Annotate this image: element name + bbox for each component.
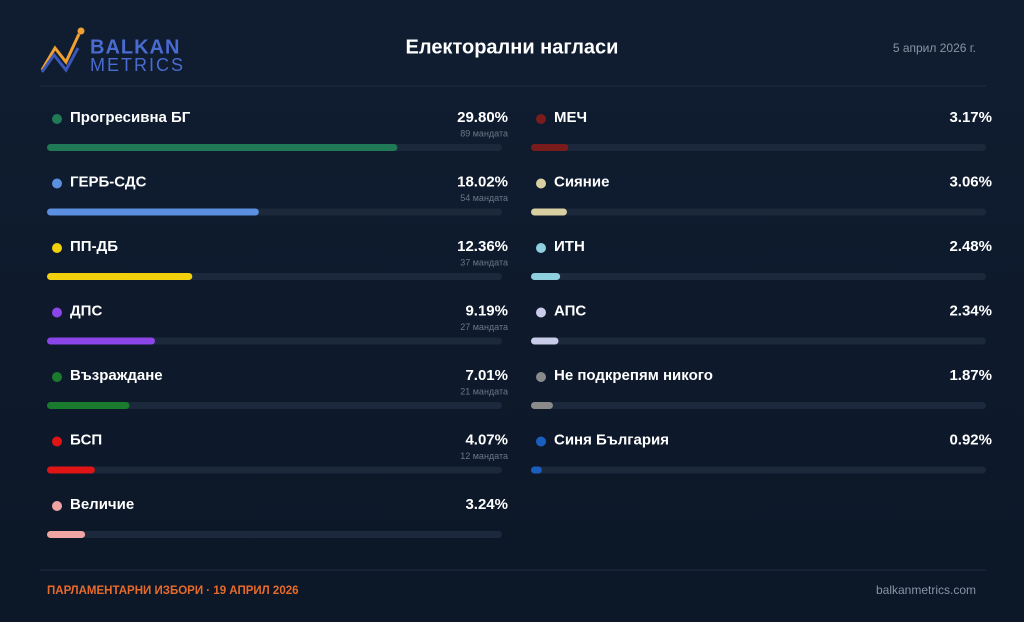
legend-dot [52,307,62,318]
chart-title: Електорални нагласи [406,36,619,58]
bar-track [47,531,502,538]
bar [531,208,567,216]
bar-track [531,337,986,345]
category-label: ГЕРБ-СДС [70,173,147,190]
value-label: 2.48% [949,238,992,255]
legend-dot [536,307,546,318]
bar-track [531,208,986,216]
bar [47,531,86,538]
bar [531,144,569,151]
bar-track [531,402,986,409]
bar [47,208,259,216]
bar-track [47,466,502,474]
footer-left: ПАРЛАМЕНТАРНИ ИЗБОРИ · 19 АПРИЛ 2026 [47,585,299,597]
bar [47,466,95,474]
value-label: 1.87% [949,367,992,384]
bar-track [531,273,986,280]
category-label: ПП-ДБ [70,238,118,255]
brand-top: BALKAN [90,36,180,58]
value-label: 3.17% [949,109,992,126]
bar-track [47,402,502,409]
seat-label: 89 мандата [460,128,508,138]
value-label: 3.06% [949,173,992,190]
legend-dot [536,114,546,124]
category-label: Прогресивна БГ [70,109,191,126]
bar-track [531,466,986,474]
seat-label: 37 мандата [460,257,508,267]
bar [531,273,561,280]
seat-label: 12 мандата [460,451,508,461]
category-label: Сияние [554,173,609,190]
bar [47,144,398,151]
category-label: МЕЧ [554,109,587,126]
legend-dot [536,436,546,447]
legend-dot [52,114,62,124]
legend-dot [52,372,62,382]
legend-dot [536,372,546,382]
legend-dot [52,243,62,253]
logo-icon [40,27,85,73]
date: 5 април 2026 г. [893,41,976,55]
bar [47,273,193,280]
category-label: Величие [70,496,134,513]
value-label: 3.24% [465,496,508,513]
legend-dot [52,501,62,511]
bar [531,466,542,474]
brand-bottom: METRICS [90,55,185,75]
bar-track [531,144,986,151]
bar [531,337,559,345]
category-label: Не подкрепям никого [554,367,713,384]
category-label: ДПС [70,302,102,319]
value-label: 0.92% [949,431,992,448]
legend-dot [536,243,546,253]
bar [47,337,156,345]
category-label: АПС [554,302,586,319]
bar-track [47,337,502,345]
category-label: Синя България [554,431,669,448]
category-label: БСП [70,431,102,448]
value-label: 4.07% [465,431,508,448]
seat-label: 54 мандата [460,193,508,203]
value-label: 29.80% [457,109,508,126]
legend-dot [52,178,62,189]
footer-right: balkanmetrics.com [876,583,976,597]
category-label: ИТН [554,238,585,255]
value-label: 2.34% [949,302,992,319]
value-label: 18.02% [457,173,508,190]
category-label: Възраждане [70,367,163,384]
value-label: 7.01% [465,367,508,384]
legend-dot [536,178,546,189]
seat-label: 21 мандата [460,386,508,396]
legend-dot [52,436,62,447]
seat-label: 27 мандата [460,322,508,332]
value-label: 12.36% [457,238,508,255]
bar [47,402,130,409]
bar [531,402,553,409]
value-label: 9.19% [465,302,508,319]
